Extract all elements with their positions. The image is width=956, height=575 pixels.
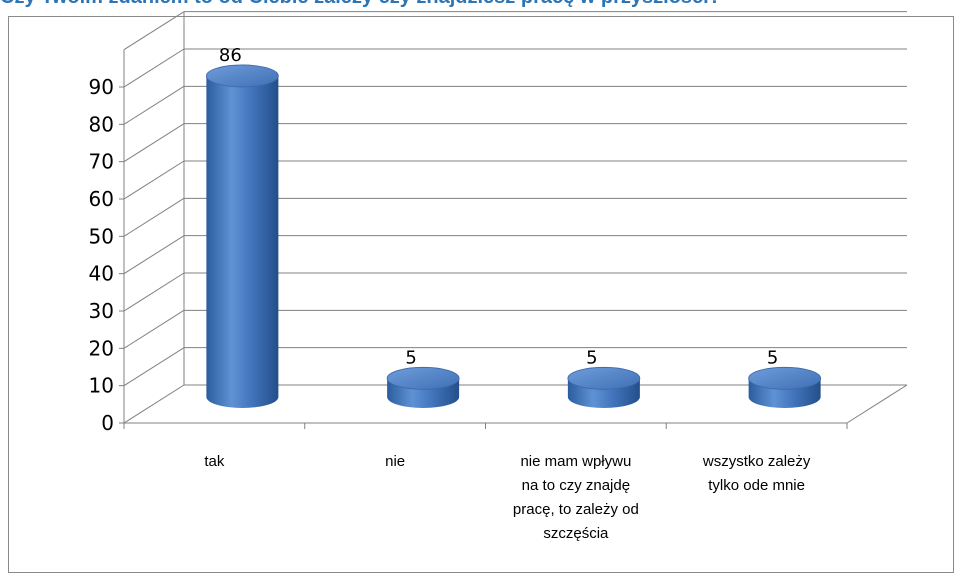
bar-0 [205,64,279,409]
category-label: nie [385,453,405,470]
y-tick-label: 50 [89,224,114,248]
y-tick-label: 10 [89,374,114,398]
y-tick-label: 20 [89,336,114,360]
floor-right-edge [846,384,908,424]
y-tick-label: 90 [89,75,114,99]
y-tick-label: 40 [89,262,114,286]
gridlines [123,11,907,424]
category-label: nie mam wpływu na to czy znajdę pracę, to … [513,453,639,542]
bar-top [567,366,641,390]
category-label-line: szczęścia [543,525,609,542]
category-label: wszystko zależy tylko ode mnie [702,453,811,494]
y-tick-label: 60 [89,187,114,211]
category-label: tak [204,453,225,470]
category-label-line: pracę, to zależy od [513,501,639,518]
gridline-diagonal [123,235,185,275]
gridline-diagonal [123,347,185,387]
data-label: 5 [586,347,597,368]
gridline-diagonal [123,123,185,163]
gridline-diagonal [123,309,185,349]
gridline-diagonal [123,85,185,125]
gridline-diagonal [123,272,185,312]
category-label-line: nie [385,453,405,470]
category-label-line: nie mam wpływu [520,453,631,470]
y-tick-label: 0 [101,411,114,435]
gridline-diagonal [123,11,185,51]
bar-top [748,366,822,390]
data-label: 86 [219,45,242,66]
chart-title: Czy Twoim zdaniem to od Ciebie zależy cz… [0,0,956,10]
bar-3 [748,366,822,409]
labels: 0 10 20 30 40 50 60 70 80 90 86 5 5 5 tak nie nie mam wp… [89,45,811,542]
category-label-line: tylko ode mnie [708,477,805,494]
y-tick-label: 30 [89,299,114,323]
gridline-diagonal [123,48,185,88]
bar-body [206,75,279,409]
y-tick-label: 70 [89,150,114,174]
category-label-line: wszystko zależy [702,453,811,470]
data-label: 5 [767,347,778,368]
bar-top [205,64,279,88]
bar-1 [386,366,460,409]
chart-frame [8,16,954,573]
bar-top [386,366,460,390]
gridline-diagonal [123,384,185,424]
axes [119,49,908,429]
gridline-diagonal [123,197,185,237]
bars [205,64,822,409]
category-label-line: na to czy znajdę [522,477,630,494]
category-label-line: tak [204,453,225,470]
data-label: 5 [405,347,416,368]
gridline-diagonal [123,160,185,200]
bar-2 [567,366,641,409]
y-tick-label: 80 [89,112,114,136]
